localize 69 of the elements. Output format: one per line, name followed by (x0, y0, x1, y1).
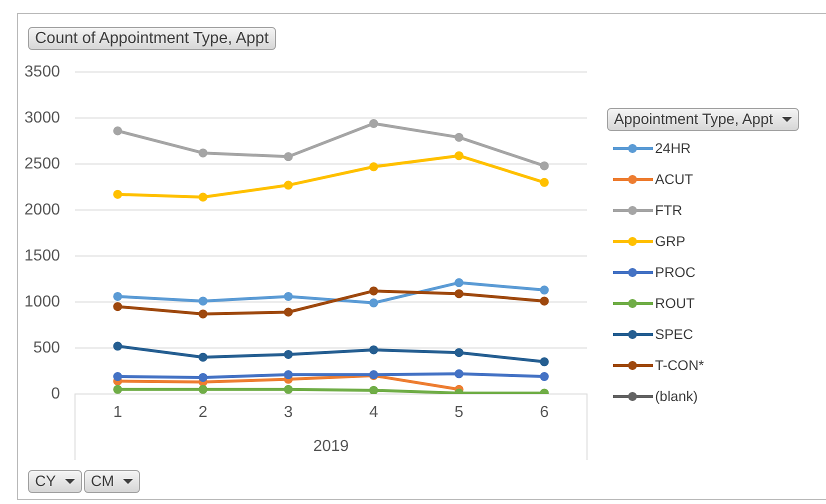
point (198, 192, 208, 202)
point (198, 148, 208, 158)
x-tick-label: 2 (198, 404, 208, 422)
point (540, 372, 549, 382)
point (198, 309, 208, 318)
point (113, 292, 122, 301)
point (454, 151, 464, 160)
x-tick-label: 3 (284, 404, 293, 422)
point (284, 308, 293, 317)
legend-label: FTR (655, 201, 682, 219)
field-button: CM (84, 470, 140, 493)
point (284, 180, 293, 190)
point (540, 296, 549, 306)
legend-label: 24HR (655, 139, 691, 157)
x-tick-label: 6 (540, 404, 549, 422)
point (113, 384, 122, 394)
point (369, 345, 378, 354)
point (369, 119, 378, 128)
point (198, 384, 208, 394)
point (540, 286, 549, 295)
point (284, 370, 293, 380)
point (454, 369, 464, 378)
point (113, 302, 122, 312)
point (369, 386, 378, 394)
legend-label: SPEC (655, 325, 694, 343)
field-button: Count of Appointment Type, Appt (28, 27, 276, 50)
point (540, 178, 549, 187)
legend-label: PROC (655, 263, 696, 281)
x-tick-label: 4 (369, 404, 378, 422)
point (369, 298, 378, 308)
y-tick-label: 0 (51, 385, 60, 402)
field-button: CY (28, 470, 82, 493)
y-tick-label: 500 (33, 339, 60, 356)
point (540, 357, 549, 366)
point (369, 162, 378, 172)
chart-title: Count of Appointment Type, Appt (35, 30, 269, 47)
y-tick-label: 1000 (24, 293, 60, 310)
point (113, 190, 122, 199)
point (284, 292, 293, 301)
x-tick-label: 1 (113, 404, 122, 422)
y-tick-label: 3500 (24, 63, 60, 80)
legend-label: (blank) (655, 387, 698, 405)
point (284, 384, 293, 394)
y-tick-label: 2500 (24, 155, 60, 172)
point (369, 286, 378, 296)
y-tick-label: 1500 (24, 247, 60, 264)
x-tick-label: 5 (454, 404, 464, 422)
point (198, 372, 208, 382)
y-tick-label: 3000 (24, 109, 60, 126)
point (284, 350, 293, 359)
point (454, 278, 464, 288)
point (284, 152, 293, 162)
point (198, 352, 208, 362)
legend-title: Appointment Type, Appt (614, 111, 774, 128)
y-tick-label: 2000 (24, 201, 60, 218)
legend-label: GRP (655, 232, 686, 250)
point (113, 342, 122, 351)
legend-label: ACUT (655, 170, 694, 188)
legend-label: ROUT (655, 294, 695, 312)
point (198, 296, 208, 306)
point (454, 132, 464, 142)
field-button: Appointment Type, Appt (607, 108, 800, 131)
point (454, 289, 464, 298)
point (113, 126, 122, 136)
point (113, 372, 122, 382)
x-axis-title: 2019 (313, 438, 349, 455)
point (540, 161, 549, 170)
legend-label: T-CON* (655, 356, 704, 374)
point (454, 348, 464, 358)
